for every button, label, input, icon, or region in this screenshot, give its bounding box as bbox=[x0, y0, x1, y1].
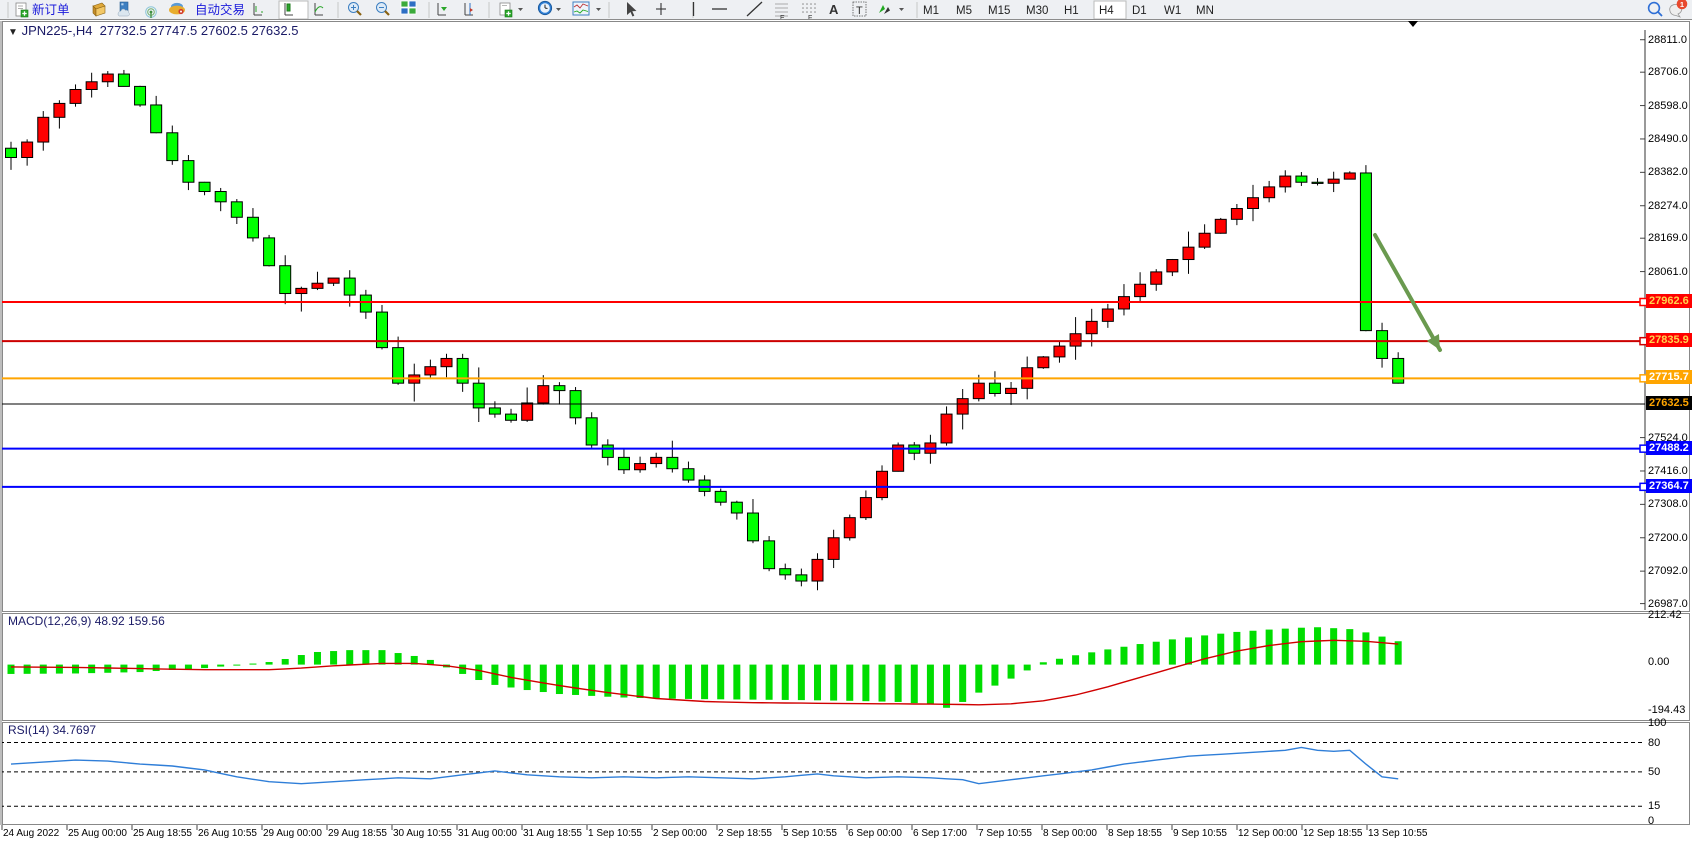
svg-text:M15: M15 bbox=[988, 5, 1010, 17]
svg-text:1: 1 bbox=[1680, 0, 1684, 9]
svg-text:F: F bbox=[808, 15, 812, 20]
svg-text:T: T bbox=[856, 5, 863, 17]
svg-text:MN: MN bbox=[1196, 5, 1214, 17]
svg-text:H1: H1 bbox=[1064, 5, 1079, 17]
svg-text:M30: M30 bbox=[1026, 5, 1048, 17]
svg-text:W1: W1 bbox=[1164, 5, 1181, 17]
svg-text:H4: H4 bbox=[1099, 5, 1114, 17]
svg-text:E: E bbox=[780, 15, 785, 20]
svg-text:D1: D1 bbox=[1132, 5, 1147, 17]
svg-text:M1: M1 bbox=[923, 5, 939, 17]
svg-text:M5: M5 bbox=[956, 5, 972, 17]
svg-text:新订单: 新订单 bbox=[32, 2, 70, 17]
svg-text:A: A bbox=[829, 2, 839, 17]
svg-text:自动交易: 自动交易 bbox=[195, 2, 245, 17]
